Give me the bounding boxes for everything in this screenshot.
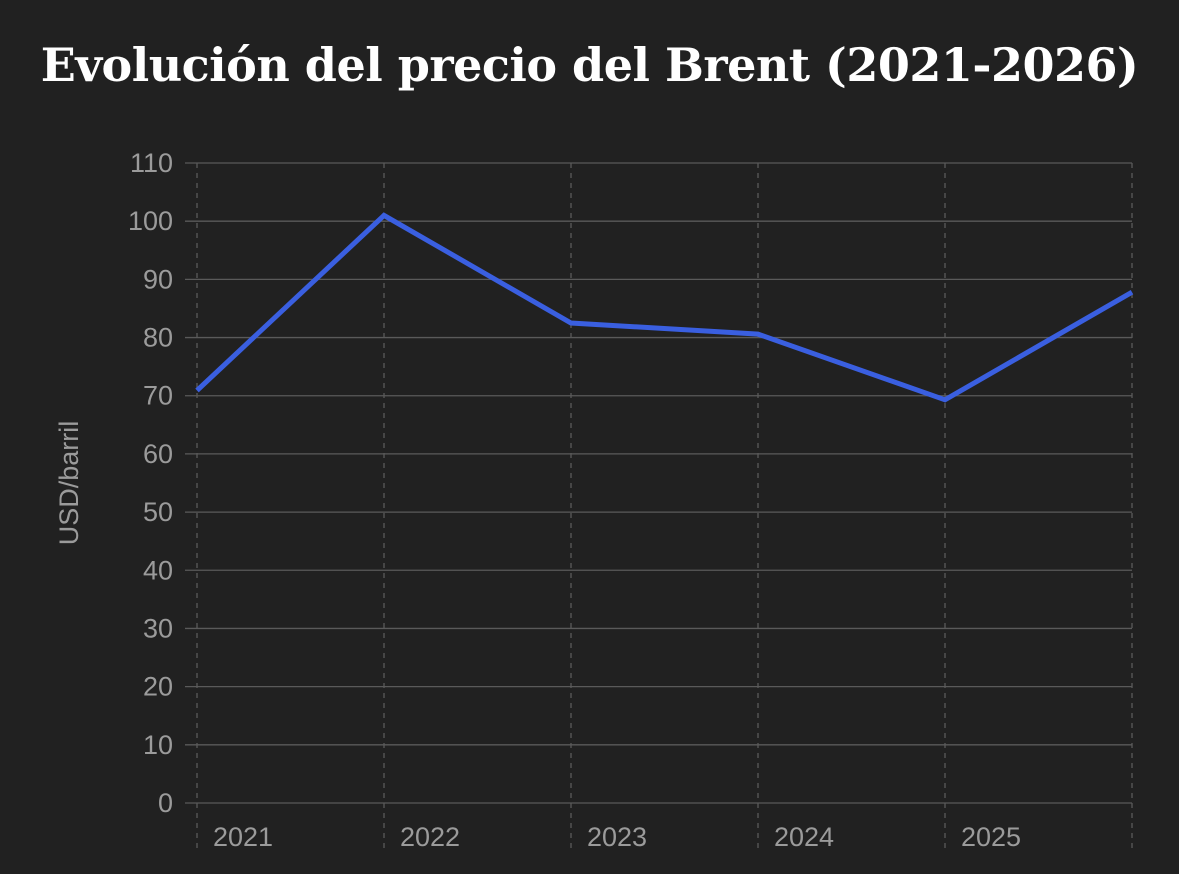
y-tick-label: 80 xyxy=(143,323,173,353)
y-tick-label: 10 xyxy=(143,730,173,760)
series-layer xyxy=(195,212,1134,403)
y-tick-label: 0 xyxy=(158,788,173,818)
series-line xyxy=(195,212,1134,403)
y-tick-label: 20 xyxy=(143,672,173,702)
x-tick-label: 2022 xyxy=(400,822,460,852)
x-tick-label: 2021 xyxy=(213,822,273,852)
y-tick-label: 50 xyxy=(143,497,173,527)
x-tick-label: 2025 xyxy=(961,822,1021,852)
x-tick-label: 2024 xyxy=(774,822,834,852)
y-axis-label: USD/barril xyxy=(54,421,84,546)
y-tick-label: 30 xyxy=(143,613,173,643)
chart-title: Evolución del precio del Brent (2021-202… xyxy=(40,38,1139,92)
y-tick-label: 100 xyxy=(128,206,173,236)
axis-layer: 0 10 20 30 40 50 60 70 80 90 100 110 2021 2022 2023 202… xyxy=(128,148,1021,852)
y-tick-label: 70 xyxy=(143,381,173,411)
y-tick-label: 110 xyxy=(130,148,173,178)
y-tick-label: 90 xyxy=(143,264,173,294)
y-tick-label: 40 xyxy=(143,555,173,585)
y-tick-label: 60 xyxy=(143,439,173,469)
x-tick-label: 2023 xyxy=(587,822,647,852)
grid-layer xyxy=(185,162,1133,853)
